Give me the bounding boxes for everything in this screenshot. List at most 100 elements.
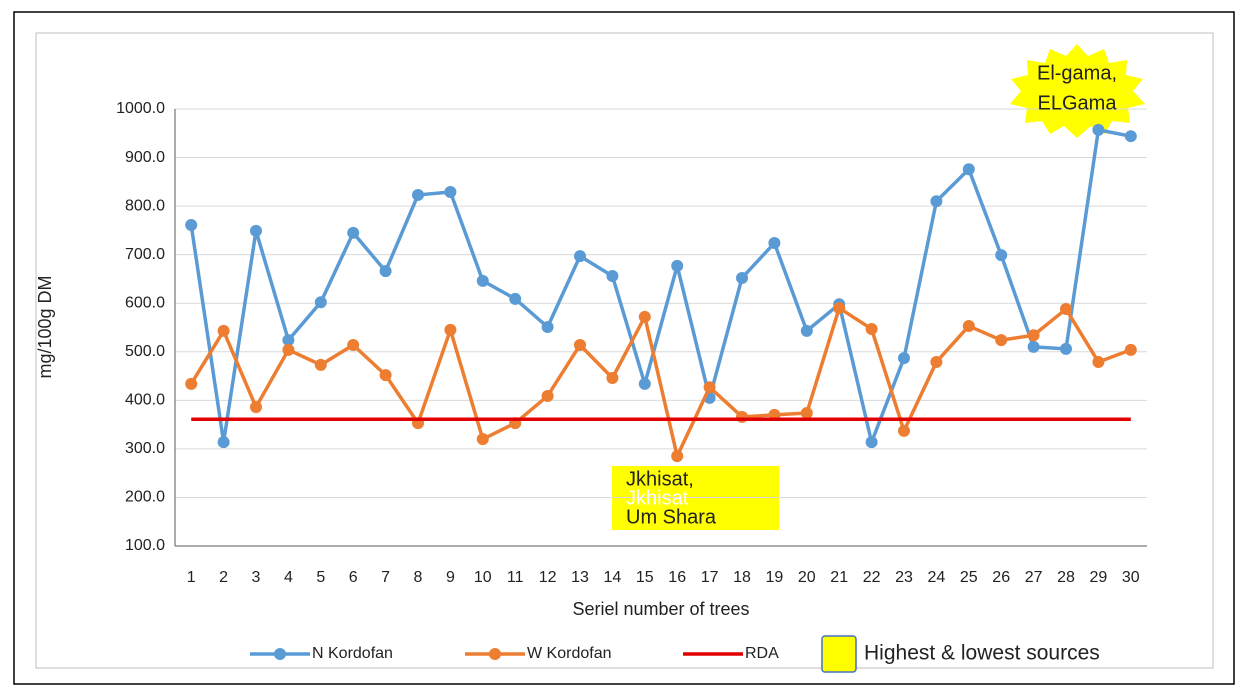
x-tick-label: 21 (830, 569, 848, 586)
series-point (1060, 303, 1072, 316)
series-point (1124, 130, 1137, 143)
annotation-text: Jkhisat (626, 487, 689, 509)
x-tick-label: 23 (895, 569, 913, 586)
series-point (314, 296, 327, 309)
y-axis-label: mg/100g DM (35, 275, 55, 378)
x-tick-label: 12 (539, 569, 557, 586)
y-tick-label: 400.0 (125, 392, 165, 409)
series-point (509, 292, 522, 305)
series-point (574, 250, 586, 263)
series-point (1060, 342, 1072, 355)
x-tick-label: 28 (1057, 569, 1075, 586)
series-point (833, 302, 846, 315)
series-point (962, 163, 975, 176)
series-point (638, 310, 651, 323)
x-tick-label: 22 (863, 569, 881, 586)
series-point (865, 436, 878, 449)
x-tick-label: 18 (733, 569, 751, 586)
series-point (250, 401, 262, 414)
series-point (314, 358, 327, 371)
series-point (800, 324, 813, 337)
series-point (1092, 355, 1105, 368)
annotation-text: El-gama, (1037, 62, 1117, 84)
highlight-legend-swatch (821, 635, 857, 673)
x-tick-label: 1 (187, 569, 196, 586)
x-tick-label: 26 (992, 569, 1010, 586)
series-point (898, 424, 910, 437)
x-tick-label: 4 (284, 569, 293, 586)
legend-label: N Kordofan (312, 645, 393, 662)
series-point (541, 321, 554, 334)
series-point (541, 389, 554, 402)
x-tick-label: 10 (474, 569, 492, 586)
y-tick-label: 100.0 (125, 537, 165, 554)
y-tick-label: 800.0 (125, 197, 165, 214)
x-tick-label: 6 (349, 569, 358, 586)
x-tick-label: 15 (636, 569, 654, 586)
series-point (930, 195, 943, 208)
series-point (606, 270, 619, 283)
x-tick-label: 3 (252, 569, 261, 586)
series-point (574, 338, 586, 351)
series-point (444, 186, 457, 199)
series-point (606, 371, 619, 384)
series-point (379, 265, 392, 278)
series-point (185, 219, 198, 232)
series-point (736, 410, 748, 423)
series-point (638, 377, 651, 390)
x-tick-label: 8 (414, 569, 423, 586)
x-tick-label: 30 (1122, 569, 1140, 586)
annotation-text: ELGama (1038, 92, 1118, 114)
series-point (671, 259, 684, 272)
series-line (189, 128, 1132, 444)
x-tick-label: 2 (219, 569, 228, 586)
x-axis-label: Seriel number of trees (572, 599, 749, 619)
highlight-box (612, 466, 779, 530)
x-tick-label: 24 (928, 569, 946, 586)
series-point (995, 249, 1008, 262)
series-point (768, 237, 781, 250)
y-tick-label: 300.0 (125, 440, 165, 457)
x-tick-label: 9 (446, 569, 455, 586)
x-tick-label: 29 (1090, 569, 1108, 586)
legend-label: RDA (745, 645, 779, 662)
x-tick-label: 25 (960, 569, 978, 586)
series-point (347, 338, 360, 351)
series-point (1027, 329, 1040, 342)
series-point (379, 369, 392, 382)
chart-border (35, 32, 1214, 669)
legend-marker (489, 648, 501, 660)
series-point (1124, 343, 1137, 356)
annotation-text: Jkhisat, (626, 468, 694, 490)
series-point (476, 433, 489, 446)
series-point (736, 271, 748, 284)
series-point (250, 224, 262, 237)
series-point (412, 188, 424, 201)
x-tick-label: 20 (798, 569, 816, 586)
legend-marker (274, 648, 286, 660)
series-point (962, 320, 975, 333)
highlight-legend-label: Highest & lowest sources (864, 642, 1100, 665)
series-point (282, 334, 295, 347)
series-point (282, 343, 295, 356)
x-tick-label: 5 (316, 569, 325, 586)
series-point (1092, 123, 1105, 136)
x-tick-label: 7 (381, 569, 390, 586)
series-point (476, 274, 489, 287)
series-point (865, 322, 878, 335)
series-point (800, 406, 813, 419)
series-point (703, 381, 716, 394)
legend-label: W Kordofan (527, 645, 611, 662)
series-point (898, 352, 910, 365)
x-tick-label: 13 (571, 569, 589, 586)
x-tick-label: 17 (701, 569, 719, 586)
y-tick-label: 200.0 (125, 489, 165, 506)
series-point (347, 226, 360, 239)
x-tick-label: 16 (668, 569, 686, 586)
y-tick-label: 1000.0 (116, 100, 165, 117)
x-tick-label: 14 (604, 569, 622, 586)
outer-border (13, 11, 1235, 685)
x-tick-label: 19 (766, 569, 784, 586)
annotation-text: Um Shara (626, 506, 717, 528)
